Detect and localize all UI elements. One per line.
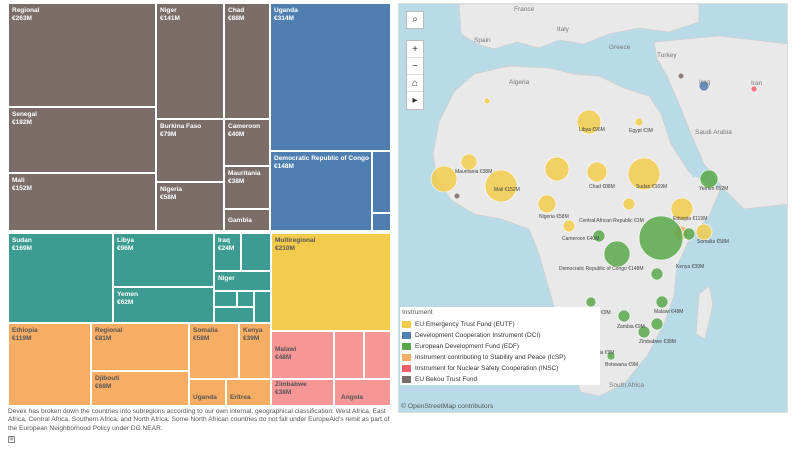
treemap-cell-teal-small-3[interactable] [237,291,254,307]
legend-item-insc[interactable]: Instrument for Nuclear Safety Cooperatio… [402,363,600,374]
treemap-cell-drc[interactable]: Democratic Republic of Congo €148M [270,151,372,231]
map-label-ethiopia: Ethiopia €119M [673,216,708,222]
map[interactable]: France Spain Italy Greece Turkey Iraq Ir… [398,3,788,413]
map-zoom-controls: + − ⌂ ▸ [406,40,424,110]
treemap-cell-teal-small-4[interactable] [254,291,271,323]
legend-swatch [402,332,411,339]
legend-item-dci[interactable]: Development Cooperation Instrument (DCI) [402,330,600,341]
treemap-cell-senegal[interactable]: Senegal €182M [8,107,156,173]
country-label-saudi-arabia: Saudi Arabia [695,129,732,136]
treemap-cell-niger[interactable]: Niger €141M [156,3,224,119]
treemap-cell-burkina-faso[interactable]: Burkina Faso €79M [156,119,224,182]
country-label-spain: Spain [474,37,491,44]
treemap-cell-cameroon[interactable]: Cameroon €40M [224,119,270,166]
instrument-legend: Instrument EU Emergency Trust Fund (EUTF… [400,307,600,385]
treemap-cell-blue-small-1[interactable] [372,151,391,213]
treemap-cell-pink-small-2[interactable] [364,331,391,379]
map-land [432,4,787,397]
legend-swatch [402,365,411,372]
expand-icon[interactable]: ⊞ [8,436,15,443]
map-label-libya: Libya €96M [579,127,605,133]
map-label-malawi: Malawi €48M [654,309,684,315]
treemap-cell-iraq[interactable]: Iraq €24M [214,233,241,271]
legend-swatch [402,354,411,361]
treemap-cell-gambia[interactable]: Gambia [224,209,270,231]
country-label-iraq: Iraq [699,79,711,86]
map-label-nigeria: Nigeria €58M [539,214,569,220]
map-label-mauritania: Mauritania €38M [455,169,493,175]
map-label-zambia: Zambia €9M [617,324,645,330]
legend-title: Instrument [402,309,433,316]
play-button[interactable]: ▸ [412,95,418,106]
treemap-cell-niger-2[interactable]: Niger [214,271,271,291]
treemap-cell-regional-2[interactable]: Regional €81M [91,323,189,371]
map-label-yemen: Yemen €62M [699,186,729,192]
country-label-italy: Italy [557,26,569,33]
treemap-cell-uganda[interactable]: Uganda €314M [270,3,391,151]
treemap-cell-zimbabwe[interactable]: Zimbabwe €38M [271,379,334,406]
map-label-cameroon: Cameroon €40M [562,236,600,242]
map-label-egypt: Egypt €3M [629,128,653,134]
country-label-greece: Greece [609,44,631,51]
home-button[interactable]: ⌂ [407,75,423,92]
treemap-cell-pink-small-1[interactable] [334,331,364,379]
map-search-button[interactable]: ⌕ [406,11,424,29]
treemap-cell-mauritania[interactable]: Mauritania €38M [224,166,270,209]
treemap-cell-mali[interactable]: Mali €152M [8,173,156,231]
treemap-cell-nigeria[interactable]: Nigeria €58M [156,182,224,231]
treemap-cell-djibouti[interactable]: Djibouti €68M [91,371,189,406]
zoom-out-button[interactable]: − [407,58,423,75]
treemap-cell-angola[interactable]: Angola [334,379,391,406]
treemap-cell-teal-small-1[interactable] [241,233,271,271]
country-label-south-africa: South Africa [609,382,645,389]
legend-item-bekou[interactable]: EU Bekou Trust Fund [402,374,600,385]
map-label-drc: Democratic Republic of Congo €148M [559,266,644,272]
legend-item-edf[interactable]: European Development Fund (EDF) [402,341,600,352]
country-label-turkey: Turkey [657,52,677,59]
treemap-cell-blue-small-2[interactable] [372,213,391,231]
treemap-cell-teal-small-5[interactable] [214,307,254,323]
map-label-botswana: Botswana €9M [605,362,639,368]
legend-swatch [402,343,411,350]
country-label-france: France [514,6,535,13]
treemap-cell-libya[interactable]: Libya €96M [113,233,214,287]
treemap-cell-kenya[interactable]: Kenya €39M [239,323,271,379]
map-label-kenya: Kenya €39M [676,264,705,270]
map-label-somalia: Somalia €58M [697,239,729,245]
treemap-cell-yemen[interactable]: Yemen €62M [113,287,214,323]
treemap-cell-malawi[interactable]: Malawi €48M [271,331,334,379]
treemap-cell-multiregional[interactable]: Multiregional €210M [271,233,391,331]
map-label-zimbabwe: Zimbabwe €38M [639,339,676,345]
map-label-sudan: Sudan €169M [636,184,668,190]
treemap-cell-somalia[interactable]: Somalia €58M [189,323,239,379]
country-label-algeria: Algeria [509,79,530,86]
treemap-cell-ethiopia[interactable]: Ethiopia €119M [8,323,91,406]
map-label-mali: Mali €152M [494,187,520,193]
legend-swatch [402,321,411,328]
map-attribution[interactable]: © OpenStreetMap contributors [401,403,494,410]
legend-item-eutf[interactable]: EU Emergency Trust Fund (EUTF) [402,319,600,330]
treemap-cell-teal-small-2[interactable] [214,291,237,307]
treemap-cell-chad[interactable]: Chad €88M [224,3,270,119]
map-label-central-african-republic: Central African Republic €3M [579,218,644,224]
zoom-in-button[interactable]: + [407,41,423,58]
country-label-iran: Iran [751,80,763,87]
footnote: Devex has broken down the countries into… [8,408,390,432]
map-label-chad: Chad €88M [589,184,615,190]
legend-swatch [402,376,411,383]
treemap-cell-regional[interactable]: Regional €263M [8,3,156,107]
treemap-cell-eritrea[interactable]: Eritrea [226,379,271,406]
legend-item-icsp[interactable]: Instrument contributing to Stability and… [402,352,600,363]
treemap-cell-uganda-2[interactable]: Uganda [189,379,226,406]
treemap-cell-sudan[interactable]: Sudan €169M [8,233,113,323]
treemap: Regional €263M Niger €141M Chad €88M Senega… [8,3,391,406]
